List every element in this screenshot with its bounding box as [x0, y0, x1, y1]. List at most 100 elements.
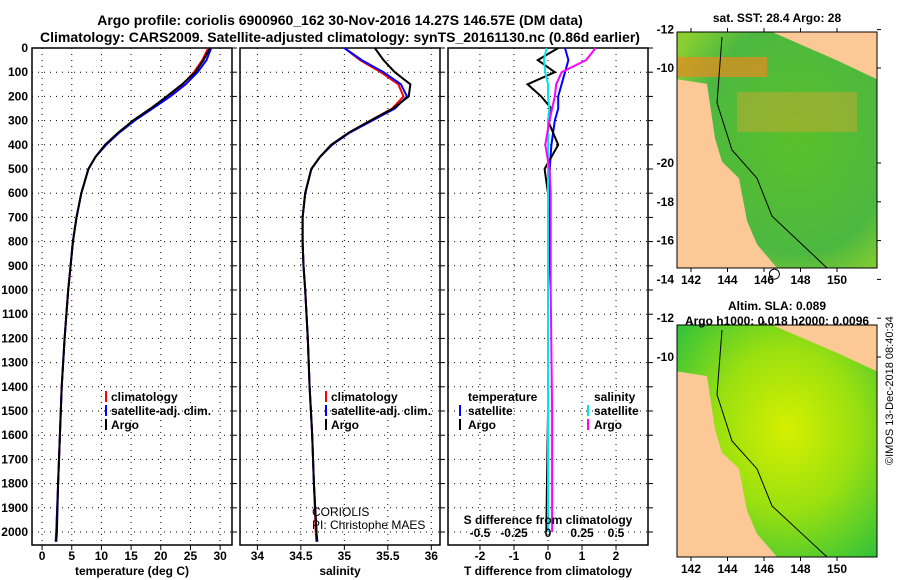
y-tick-label: 400	[8, 138, 28, 152]
lat-tick-label: -20	[657, 156, 675, 170]
legend-item: climatology	[111, 390, 178, 404]
x-tick-label: 25	[184, 549, 198, 563]
legend-swatch	[587, 405, 589, 416]
map-title: Argo h1000: 0.018 h2000: 0.0096	[685, 314, 869, 328]
s-tick-label: -0.5	[470, 526, 491, 540]
x-tick-label: 0	[545, 549, 552, 563]
legend-item: Argo	[468, 418, 496, 432]
y-tick-label: 1700	[1, 452, 28, 466]
x-tick-label: 2	[613, 549, 620, 563]
x-tick-label: 30	[213, 549, 227, 563]
y-tick-label: 300	[8, 114, 28, 128]
lat-tick-label: -12	[657, 311, 675, 325]
x-tick-label: -2	[475, 549, 486, 563]
legend-swatch	[105, 419, 107, 430]
x-axis-label: T difference from climatology	[464, 564, 632, 578]
land-png	[772, 32, 877, 80]
warm-sst-patch	[737, 92, 857, 132]
lon-tick-label: 142	[681, 273, 701, 287]
lon-tick-label: 146	[754, 562, 774, 576]
legend-swatch	[325, 405, 327, 416]
x-tick-label: 34.5	[289, 549, 313, 563]
legend-swatch	[105, 405, 107, 416]
y-tick-label: 1600	[1, 428, 28, 442]
legend-item: Argo	[331, 418, 359, 432]
x-tick-label: 15	[124, 549, 138, 563]
legend-item: satellite-adj. clim.	[331, 404, 431, 418]
legend-item: satellite	[468, 404, 513, 418]
y-tick-label: 1100	[2, 307, 28, 321]
x-tick-label: 0	[39, 549, 46, 563]
plot-frame	[31, 47, 233, 546]
lon-tick-label: 144	[717, 562, 737, 576]
legend-swatch	[459, 419, 461, 430]
land-australia	[677, 79, 777, 268]
lon-tick-label: 150	[827, 273, 847, 287]
legend-item: satellite-adj. clim.	[111, 404, 211, 418]
x-tick-label: -1	[509, 549, 520, 563]
y-tick-label: 600	[8, 186, 28, 200]
s-axis-label: S difference from climatology	[464, 513, 633, 527]
credit-text: ©IMOS 13-Dec-2018 08:40:34	[884, 316, 896, 465]
map-2: 142 144 146 148 150 -10 -12 -14 -16 -18 -20 Altim. …	[657, 156, 881, 576]
y-tick-label: 1800	[1, 477, 28, 491]
legend-title-salinity: salinity	[594, 390, 636, 404]
series-line-argo	[301, 47, 412, 542]
lat-tick-label: -10	[657, 61, 675, 75]
legend-swatch	[459, 405, 461, 416]
y-tick-label: 900	[8, 259, 28, 273]
legend-title-temperature: temperature	[468, 390, 538, 404]
x-tick-label: 1	[579, 549, 586, 563]
s-tick-label: -0.25	[500, 526, 528, 540]
y-tick-label: 1300	[1, 356, 28, 370]
lon-tick-label: 144	[717, 273, 737, 287]
lat-tick-label: -18	[657, 195, 675, 209]
argo-float-marker	[768, 268, 780, 280]
map-frame	[676, 324, 878, 558]
bathymetry-contour	[716, 36, 828, 269]
map-title: Altim. SLA: 0.089	[728, 299, 826, 313]
panel-2: 34 34.5 35 35.5 36 salinity climatologysatelli…	[239, 47, 445, 578]
legend-swatch	[587, 419, 589, 430]
land-png	[772, 325, 877, 372]
lat-tick-label: -16	[657, 234, 675, 248]
lon-tick-label: 142	[681, 562, 701, 576]
x-axis-label: temperature (deg C)	[75, 564, 189, 578]
title-line1: Argo profile: coriolis 6900960_162 30-No…	[97, 12, 583, 28]
s-tick-label: 0	[545, 526, 552, 540]
bathymetry-contour	[716, 329, 828, 558]
annotation-text: PI: Christophe MAES	[312, 518, 425, 532]
lon-tick-label: 146	[754, 273, 774, 287]
y-tick-label: 200	[8, 89, 28, 103]
plot-frame	[239, 47, 441, 546]
s-tick-label: 0.25	[570, 526, 594, 540]
legend-item: satellite	[594, 404, 639, 418]
series-line-satellite-adj-clim-	[54, 47, 213, 542]
y-tick-label: 800	[8, 235, 28, 249]
x-tick-label: 34	[251, 549, 265, 563]
lon-tick-label: 150	[827, 562, 847, 576]
y-tick-label: 1900	[1, 501, 28, 515]
panel-3: -2 -1 0 1 2T difference from climatology temp…	[447, 47, 653, 578]
y-tick-label: 1200	[1, 331, 28, 345]
legend-item: Argo	[594, 418, 622, 432]
legend-swatch	[105, 391, 107, 402]
map-frame	[676, 31, 878, 269]
map-1: 142 144 146 148 150 -10 -12 -14 -16 -18 -20 sat. SS…	[657, 11, 881, 287]
legend-swatch	[325, 419, 327, 430]
series-line-satellite-adj-clim-	[301, 47, 409, 542]
series-line-argo	[55, 47, 211, 542]
y-tick-label: 1000	[1, 283, 28, 297]
panel-1: 0 5 10 15 20 25 300100200300400500600700800900…	[1, 41, 237, 578]
lon-tick-label: 148	[790, 562, 810, 576]
lat-tick-label: -10	[657, 350, 675, 364]
series-line-salinity-argo	[544, 47, 597, 532]
y-tick-label: 1400	[1, 380, 28, 394]
y-tick-label: 2000	[1, 525, 28, 539]
y-tick-label: 700	[8, 210, 28, 224]
x-axis-label: salinity	[319, 564, 361, 578]
y-tick-label: 500	[8, 162, 28, 176]
x-tick-label: 35	[338, 549, 352, 563]
y-tick-label: 1500	[1, 404, 28, 418]
